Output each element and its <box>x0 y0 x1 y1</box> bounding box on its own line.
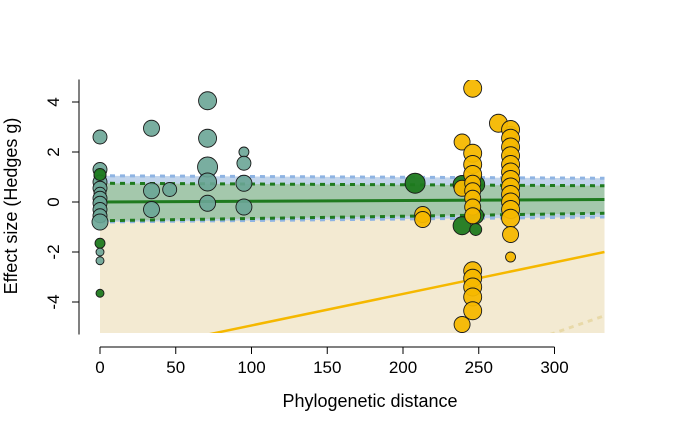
gold-fit-line <box>209 250 605 333</box>
gold-point-1 <box>414 211 432 228</box>
gold-point-5 <box>463 80 483 98</box>
green-point-3 <box>404 172 426 194</box>
x-axis-title: Phylogenetic distance <box>282 391 457 411</box>
y-tick-label-2: 2 <box>44 147 63 156</box>
green-point-8 <box>469 223 483 236</box>
teal-point-22 <box>238 146 250 158</box>
teal-point-15 <box>143 201 160 218</box>
gold-point-32 <box>502 226 520 243</box>
y-axis-title: Effect size (Hedges g) <box>1 118 21 295</box>
teal-point-23 <box>236 155 252 171</box>
teal-point-11 <box>95 247 105 257</box>
gold-point-4 <box>453 316 471 333</box>
green-point-0 <box>93 168 107 181</box>
teal-point-10 <box>91 213 109 231</box>
x-tick-label-200: 200 <box>389 358 417 377</box>
teal-point-14 <box>143 182 160 200</box>
green-band-lower-dashed-line <box>99 211 605 223</box>
x-tick-label-100: 100 <box>237 358 265 377</box>
regression-lines <box>99 198 605 333</box>
blue-band-upper-dashed-line <box>99 174 605 180</box>
teal-point-0 <box>92 129 108 145</box>
teal-point-16 <box>162 182 178 197</box>
teal-point-12 <box>95 256 105 266</box>
teal-point-20 <box>198 172 218 192</box>
green-band-upper-dashed-line <box>99 181 605 188</box>
y-tick-label--2: -2 <box>44 244 63 259</box>
teal-point-13 <box>143 119 160 137</box>
y-tick-label-0: 0 <box>44 197 63 206</box>
gold-point-18 <box>463 301 483 321</box>
x-tick-label-0: 0 <box>95 358 104 377</box>
gold-confidence-band <box>100 207 605 333</box>
data-points <box>91 80 521 333</box>
x-tick-label-300: 300 <box>540 358 568 377</box>
green-point-1 <box>94 237 106 249</box>
teal-point-21 <box>199 194 217 212</box>
teal-point-25 <box>235 198 253 216</box>
gold-point-2 <box>453 133 471 151</box>
y-tick-label-4: 4 <box>44 97 63 106</box>
x-tick-label-50: 50 <box>166 358 185 377</box>
teal-point-18 <box>198 128 218 148</box>
axes: 0 50 100 150 200 250 300 -4 -2 0 2 4 <box>44 79 569 377</box>
green-fit-line <box>99 198 605 204</box>
y-tick-label--4: -4 <box>44 294 63 309</box>
teal-point-17 <box>198 91 218 111</box>
teal-point-24 <box>235 174 253 192</box>
green-point-2 <box>95 288 105 298</box>
x-tick-label-150: 150 <box>313 358 341 377</box>
gold-point-33 <box>505 251 517 263</box>
gold-point-13 <box>464 207 482 225</box>
gold-point-31 <box>501 208 521 228</box>
x-tick-label-250: 250 <box>465 358 493 377</box>
blue-band-lower-dashed-line <box>99 215 605 224</box>
